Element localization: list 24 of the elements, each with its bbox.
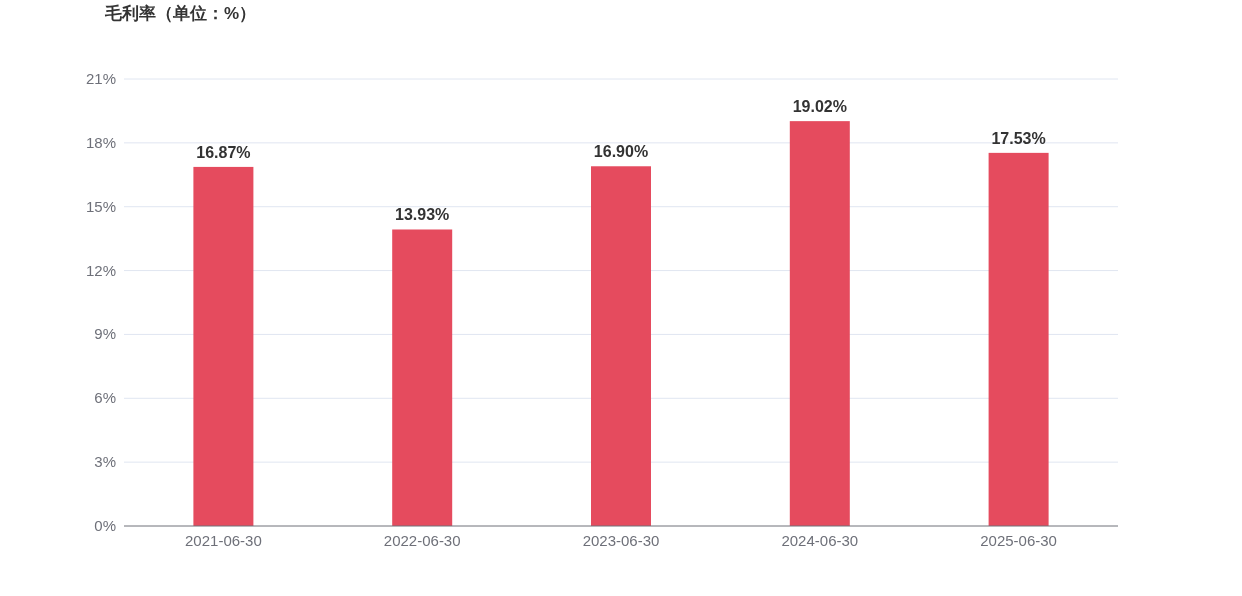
chart-title: 毛利率（单位：%） <box>104 4 257 23</box>
data-label: 16.87% <box>196 143 251 161</box>
bar <box>988 152 1049 526</box>
data-label: 17.53% <box>991 129 1046 147</box>
x-tick-label: 2025-06-30 <box>980 532 1057 549</box>
y-tick-label: 6% <box>94 389 116 407</box>
y-tick-label: 21% <box>85 70 116 87</box>
bar <box>789 121 850 526</box>
x-tick-label: 2022-06-30 <box>383 532 461 549</box>
y-tick-label: 18% <box>85 133 116 151</box>
y-tick-label: 9% <box>94 325 116 343</box>
bar <box>392 229 453 526</box>
y-tick-label: 0% <box>94 517 116 534</box>
data-label: 19.02% <box>792 98 847 116</box>
y-tick-label: 15% <box>85 197 116 215</box>
x-tick-label: 2023-06-30 <box>582 532 660 549</box>
y-tick-label: 12% <box>85 261 116 279</box>
bar <box>193 166 254 526</box>
bar <box>591 166 651 526</box>
data-label: 16.90% <box>593 143 649 161</box>
y-tick-label: 3% <box>94 453 116 471</box>
data-label: 13.93% <box>395 206 450 224</box>
x-tick-label: 2021-06-30 <box>185 532 262 549</box>
x-tick-label: 2024-06-30 <box>781 532 859 549</box>
